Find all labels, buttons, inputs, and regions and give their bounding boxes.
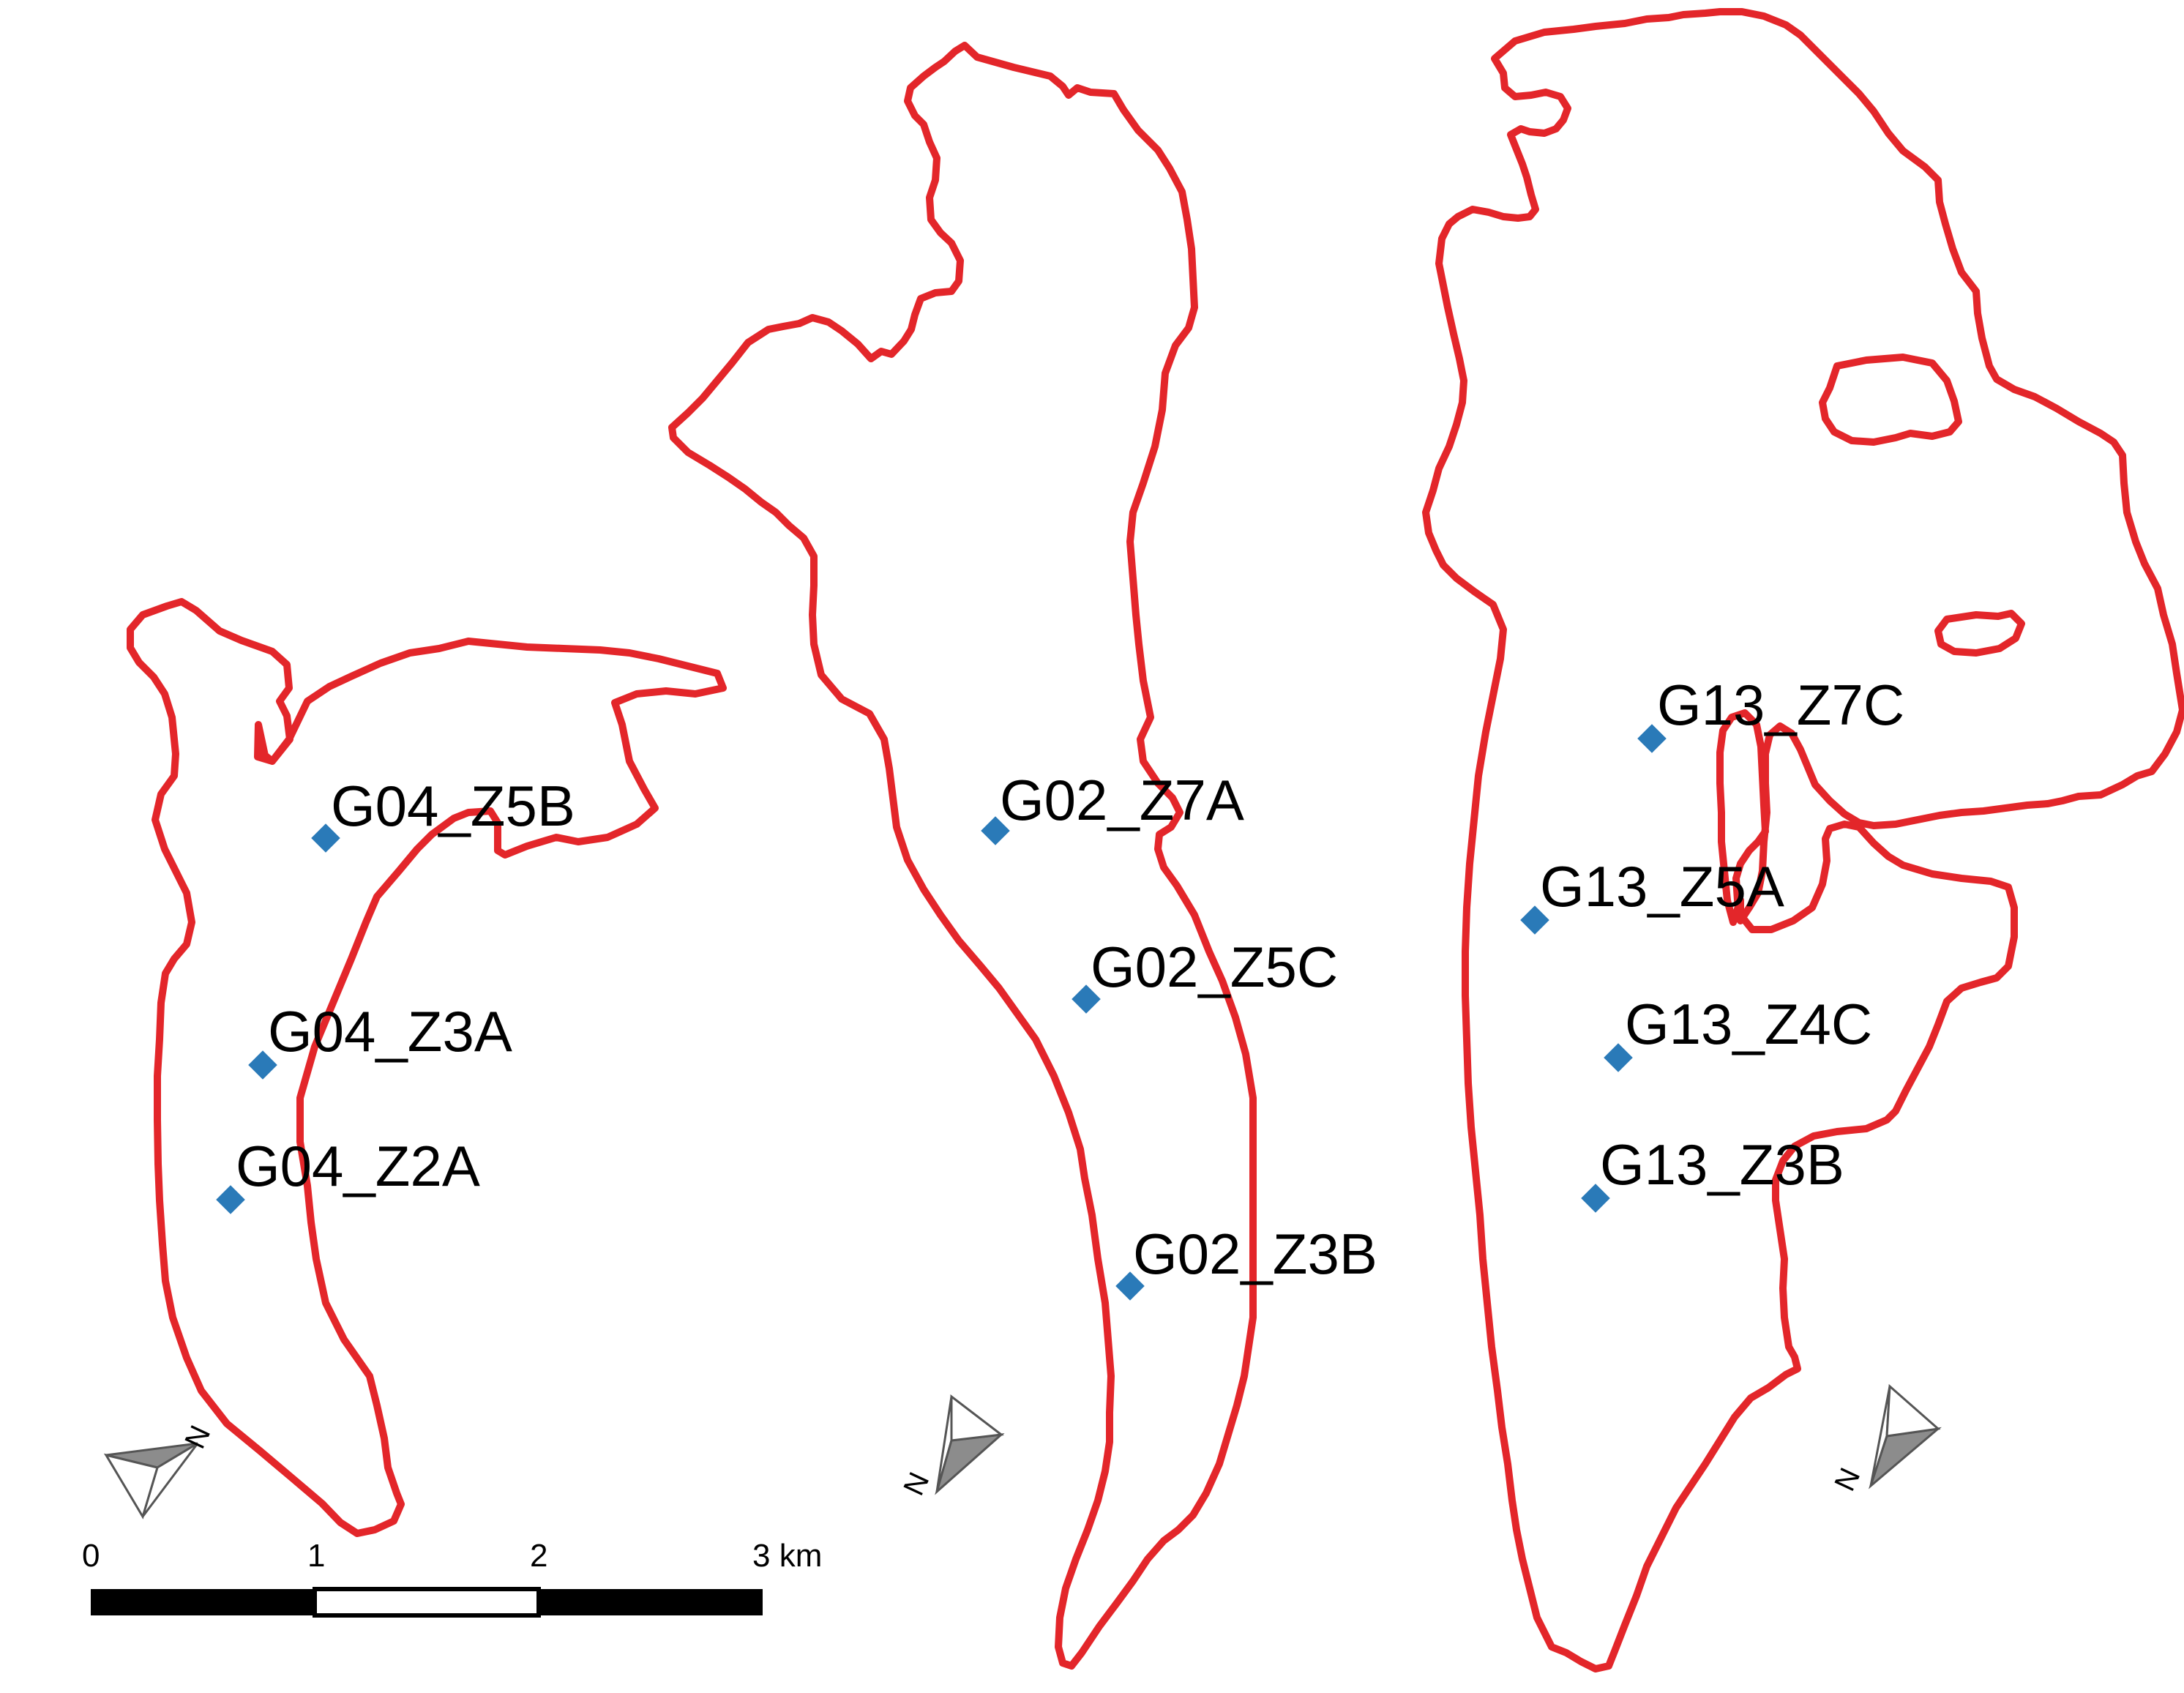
site-marker[interactable] [1520, 905, 1549, 935]
north-letter: N [1828, 1463, 1866, 1496]
scale-bar-segment [91, 1589, 315, 1615]
north-arrow-icon: N [1828, 1383, 1942, 1496]
glacier-outline-g13 [1422, 8, 2184, 1673]
scale-label-0: 0 [82, 1538, 100, 1574]
scale-label-1: 1 [307, 1538, 325, 1574]
nunatak-outline-upper [1819, 354, 1962, 446]
scale-label-3: 3 km [752, 1538, 822, 1574]
site-marker[interactable] [1072, 984, 1101, 1014]
glacier-outline-g04 [127, 598, 727, 1537]
site-marker[interactable] [1581, 1184, 1610, 1213]
site-marker[interactable] [981, 816, 1010, 845]
scale-label-2: 2 [530, 1538, 547, 1574]
north-arrow-icon: N [897, 1394, 1005, 1500]
scale-bar-segment [539, 1589, 763, 1615]
site-marker[interactable] [1115, 1271, 1145, 1301]
site-label: G04_Z5B [331, 774, 575, 838]
site-label: G13_Z7C [1657, 673, 1904, 737]
site-label: G13_Z5A [1540, 854, 1784, 919]
scale-bar-segment [313, 1587, 541, 1618]
site-label: G02_Z3B [1133, 1222, 1377, 1286]
site-label: G02_Z7A [1000, 768, 1244, 832]
site-label: G13_Z3B [1600, 1132, 1844, 1197]
site-label: G02_Z5C [1091, 935, 1338, 999]
site-marker[interactable] [1604, 1043, 1633, 1072]
site-label: G04_Z2A [236, 1134, 480, 1198]
nunatak-outline-lower [1934, 610, 2025, 657]
scale-bar: 0 1 2 3 km [82, 1538, 822, 1618]
site-marker[interactable] [1637, 724, 1667, 753]
north-letter: N [897, 1468, 935, 1500]
north-arrow-icon: N [103, 1421, 217, 1520]
glacier-outline-g02 [668, 42, 1257, 1670]
site-label: G13_Z4C [1625, 992, 1872, 1056]
site-label: G04_Z3A [268, 999, 512, 1064]
